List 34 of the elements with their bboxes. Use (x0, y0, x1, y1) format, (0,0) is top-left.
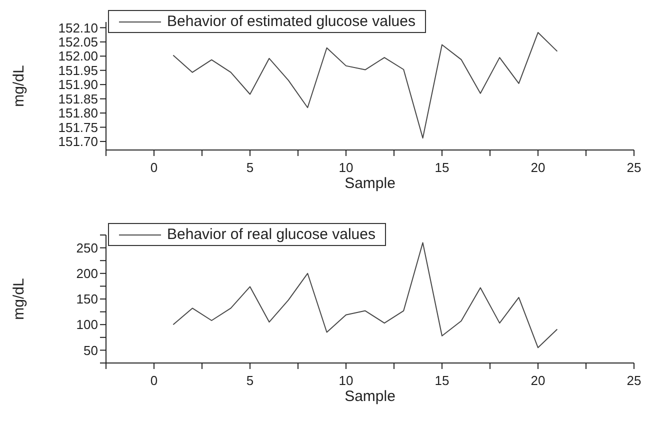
y-axis-title: mg/dL (10, 278, 28, 320)
line-series (172, 32, 558, 139)
y-tick-label: 250 (76, 240, 98, 256)
line-series (172, 242, 558, 348)
y-tick-label: 50 (84, 342, 98, 358)
x-tick-label: 0 (150, 373, 158, 388)
legend-label: Behavior of real glucose values (167, 226, 376, 243)
x-axis-title: Sample (344, 388, 396, 405)
x-axis-title: Sample (344, 175, 396, 192)
y-axis-title: mg/dL (10, 65, 28, 107)
y-tick-label: 151.90 (58, 77, 98, 92)
y-tick-label: 151.70 (58, 134, 98, 150)
x-tick-label: 10 (338, 373, 354, 388)
x-tick-label: 25 (626, 160, 642, 175)
y-tick-label: 150 (76, 292, 98, 307)
y-tick-label: 151.85 (58, 91, 98, 106)
y-tick-label: 151.75 (58, 120, 98, 135)
x-tick-label: 20 (530, 373, 546, 388)
x-tick-label: 20 (530, 160, 546, 175)
x-tick-label: 25 (626, 373, 642, 388)
x-tick-label: 0 (150, 160, 158, 175)
x-tick-label: 10 (338, 160, 354, 175)
y-tick-label: 200 (76, 266, 98, 282)
y-tick-label: 151.95 (58, 62, 98, 78)
x-tick-label: 5 (246, 160, 254, 175)
y-tick-label: 152.10 (58, 20, 98, 36)
y-tick-label: 151.80 (58, 106, 98, 121)
x-tick-label: 5 (246, 373, 254, 388)
x-tick-label: 15 (434, 373, 450, 388)
y-tick-label: 100 (76, 317, 98, 332)
legend-label: Behavior of estimated glucose values (167, 13, 416, 30)
x-tick-label: 15 (434, 160, 450, 175)
y-tick-label: 152.00 (58, 48, 98, 64)
y-tick-label: 152.05 (58, 34, 98, 50)
